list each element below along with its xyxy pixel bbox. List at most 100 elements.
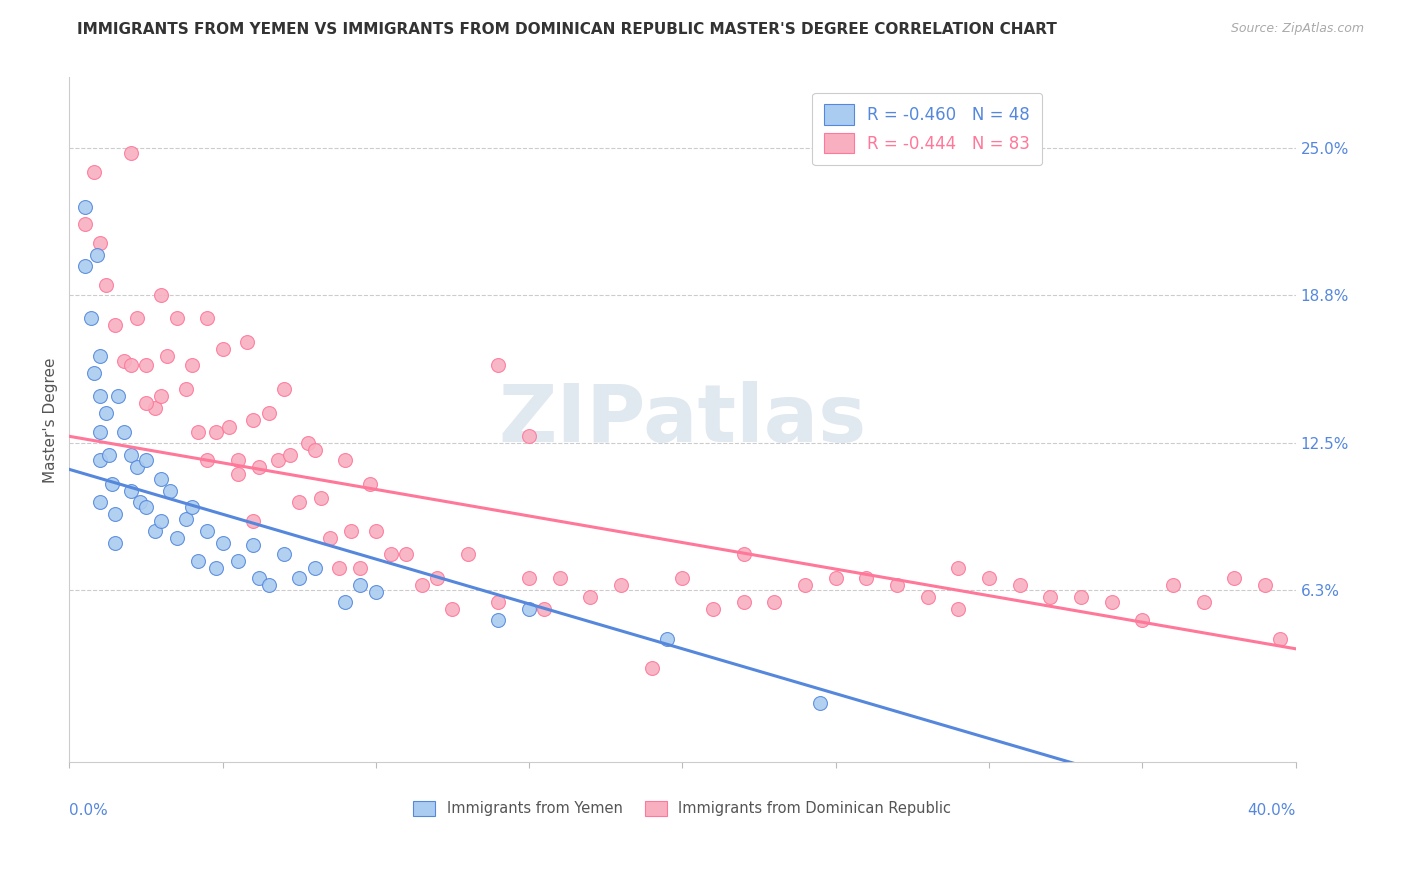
Point <box>94 406 117 420</box>
Point <box>150 472 173 486</box>
Y-axis label: Master's Degree: Master's Degree <box>44 357 58 483</box>
Point <box>135 396 157 410</box>
Point <box>488 594 510 608</box>
Point <box>242 514 264 528</box>
Point <box>457 547 479 561</box>
Point <box>195 524 218 538</box>
Point <box>917 590 939 604</box>
Point <box>94 278 117 293</box>
Point <box>187 425 209 439</box>
Point <box>733 547 755 561</box>
Point <box>205 561 228 575</box>
Point <box>488 614 510 628</box>
Point <box>273 547 295 561</box>
Point <box>73 260 96 274</box>
Point <box>104 507 127 521</box>
Point <box>808 696 831 710</box>
Text: 40.0%: 40.0% <box>1247 803 1295 818</box>
Point <box>143 524 166 538</box>
Point <box>73 200 96 214</box>
Point <box>159 483 181 498</box>
Point <box>333 453 356 467</box>
Point <box>218 420 240 434</box>
Point <box>340 524 363 538</box>
Point <box>794 578 817 592</box>
Point <box>1070 590 1092 604</box>
Point <box>195 311 218 326</box>
Point <box>120 448 142 462</box>
Point <box>73 217 96 231</box>
Point <box>671 571 693 585</box>
Point <box>180 500 202 515</box>
Point <box>257 578 280 592</box>
Point <box>1254 578 1277 592</box>
Point <box>1101 594 1123 608</box>
Point <box>242 538 264 552</box>
Point <box>242 413 264 427</box>
Point <box>135 500 157 515</box>
Point <box>610 578 633 592</box>
Point <box>380 547 402 561</box>
Point <box>104 535 127 549</box>
Point <box>226 467 249 481</box>
Point <box>195 453 218 467</box>
Point <box>333 594 356 608</box>
Point <box>83 165 105 179</box>
Point <box>257 406 280 420</box>
Point <box>150 287 173 301</box>
Legend: Immigrants from Yemen, Immigrants from Dominican Republic: Immigrants from Yemen, Immigrants from D… <box>406 793 959 823</box>
Point <box>517 601 540 615</box>
Point <box>1161 578 1184 592</box>
Point <box>166 311 188 326</box>
Point <box>187 554 209 568</box>
Point <box>278 448 301 462</box>
Point <box>855 571 877 585</box>
Point <box>89 389 111 403</box>
Point <box>211 342 233 356</box>
Point <box>349 578 371 592</box>
Point <box>641 660 664 674</box>
Point <box>579 590 602 604</box>
Point <box>107 389 129 403</box>
Point <box>395 547 418 561</box>
Point <box>135 453 157 467</box>
Point <box>89 235 111 250</box>
Point <box>80 311 103 326</box>
Text: 0.0%: 0.0% <box>69 803 108 818</box>
Point <box>120 146 142 161</box>
Point <box>517 429 540 443</box>
Point <box>824 571 846 585</box>
Point <box>89 453 111 467</box>
Point <box>174 382 197 396</box>
Point <box>1192 594 1215 608</box>
Point <box>349 561 371 575</box>
Point <box>247 571 270 585</box>
Point <box>304 443 326 458</box>
Point <box>101 476 124 491</box>
Point <box>236 334 259 349</box>
Point <box>226 554 249 568</box>
Point <box>288 571 311 585</box>
Point <box>104 318 127 333</box>
Point <box>309 491 332 505</box>
Point <box>328 561 350 575</box>
Point <box>273 382 295 396</box>
Point <box>548 571 571 585</box>
Point <box>86 247 108 261</box>
Point <box>733 594 755 608</box>
Point <box>977 571 1000 585</box>
Point <box>89 425 111 439</box>
Point <box>359 476 381 491</box>
Point <box>211 535 233 549</box>
Point <box>426 571 449 585</box>
Point <box>886 578 908 592</box>
Point <box>125 460 148 475</box>
Point <box>89 349 111 363</box>
Point <box>112 353 135 368</box>
Point <box>702 601 724 615</box>
Point <box>112 425 135 439</box>
Point <box>156 349 179 363</box>
Text: IMMIGRANTS FROM YEMEN VS IMMIGRANTS FROM DOMINICAN REPUBLIC MASTER'S DEGREE CORR: IMMIGRANTS FROM YEMEN VS IMMIGRANTS FROM… <box>77 22 1057 37</box>
Point <box>533 601 555 615</box>
Point <box>517 571 540 585</box>
